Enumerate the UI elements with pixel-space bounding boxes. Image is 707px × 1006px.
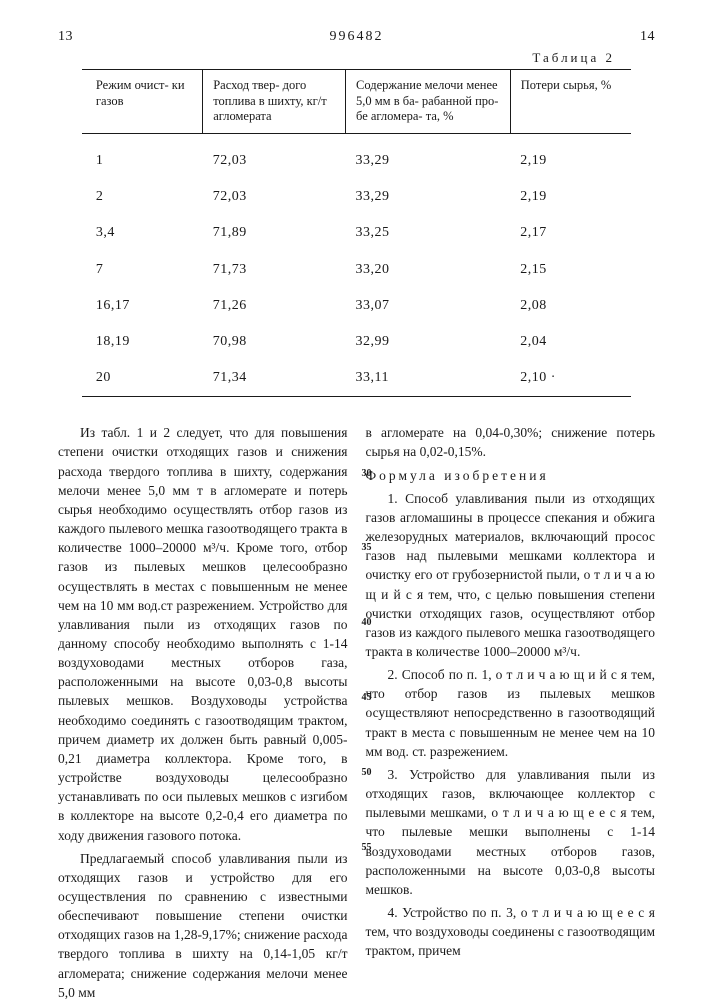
cell: 2,19 — [510, 179, 631, 215]
cell: 3,4 — [82, 215, 203, 251]
cell: 33,11 — [346, 360, 511, 397]
cell: 2,04 — [510, 324, 631, 360]
cell: 2,08 — [510, 288, 631, 324]
table-label: Таблица 2 — [58, 50, 615, 67]
section-title: Формула изобретения — [366, 466, 656, 485]
cell: 71,34 — [203, 360, 346, 397]
cell: 33,07 — [346, 288, 511, 324]
claim: 2. Способ по п. 1, о т л и ч а ю щ и й с… — [366, 665, 656, 761]
claim: 4. Устройство по п. 3, о т л и ч а ю щ е… — [366, 903, 656, 960]
page-number-left: 13 — [58, 28, 73, 46]
table-row: 172,0333,292,19 — [82, 133, 631, 179]
cell: 33,29 — [346, 133, 511, 179]
claim: 1. Способ улавливания пыли из отходящих … — [366, 489, 656, 661]
claim: 3. Устройство для улавливания пыли из от… — [366, 765, 656, 899]
paragraph: Предлагаемый способ улавливания пыли из … — [58, 849, 348, 1002]
cell: 72,03 — [203, 179, 346, 215]
table-body: 172,0333,292,19 272,0333,292,19 3,471,89… — [82, 133, 631, 396]
cell: 71,26 — [203, 288, 346, 324]
cell: 2,17 — [510, 215, 631, 251]
header-line: 13 996482 14 — [58, 28, 655, 46]
cell: 71,89 — [203, 215, 346, 251]
page: 13 996482 14 Таблица 2 Режим очист- ки г… — [0, 0, 707, 1000]
cell: 2,19 — [510, 133, 631, 179]
table-row: 18,1970,9832,992,04 — [82, 324, 631, 360]
cell: 7 — [82, 252, 203, 288]
cell: 2,10 · — [510, 360, 631, 397]
col-header: Содержание мелочи менее 5,0 мм в ба- раб… — [346, 70, 511, 134]
col-header: Режим очист- ки газов — [82, 70, 203, 134]
cell: 2 — [82, 179, 203, 215]
cell: 71,73 — [203, 252, 346, 288]
cell: 20 — [82, 360, 203, 397]
cell: 18,19 — [82, 324, 203, 360]
cell: 33,20 — [346, 252, 511, 288]
cell: 33,29 — [346, 179, 511, 215]
data-table: Режим очист- ки газов Расход твер- дого … — [82, 69, 631, 397]
cell: 1 — [82, 133, 203, 179]
document-number: 996482 — [330, 28, 384, 46]
paragraph: Из табл. 1 и 2 следует, что для повышени… — [58, 423, 348, 844]
cell: 32,99 — [346, 324, 511, 360]
table-row: 2071,3433,112,10 · — [82, 360, 631, 397]
cell: 16,17 — [82, 288, 203, 324]
page-number-right: 14 — [640, 28, 655, 46]
left-column: Из табл. 1 и 2 следует, что для повышени… — [58, 423, 348, 1006]
cell: 72,03 — [203, 133, 346, 179]
body-columns: Из табл. 1 и 2 следует, что для повышени… — [58, 423, 655, 1006]
cell: 70,98 — [203, 324, 346, 360]
table-header-row: Режим очист- ки газов Расход твер- дого … — [82, 70, 631, 134]
col-header: Расход твер- дого топлива в шихту, кг/т … — [203, 70, 346, 134]
table-row: 771,7333,202,15 — [82, 252, 631, 288]
table-row: 16,1771,2633,072,08 — [82, 288, 631, 324]
paragraph: в агломерате на 0,04-0,30%; снижение пот… — [366, 423, 656, 461]
cell: 2,15 — [510, 252, 631, 288]
right-column: 30 35 40 45 50 55 в агломерате на 0,04-0… — [366, 423, 656, 1006]
cell: 33,25 — [346, 215, 511, 251]
col-header: Потери сырья, % — [510, 70, 631, 134]
table-row: 272,0333,292,19 — [82, 179, 631, 215]
table-row: 3,471,8933,252,17 — [82, 215, 631, 251]
